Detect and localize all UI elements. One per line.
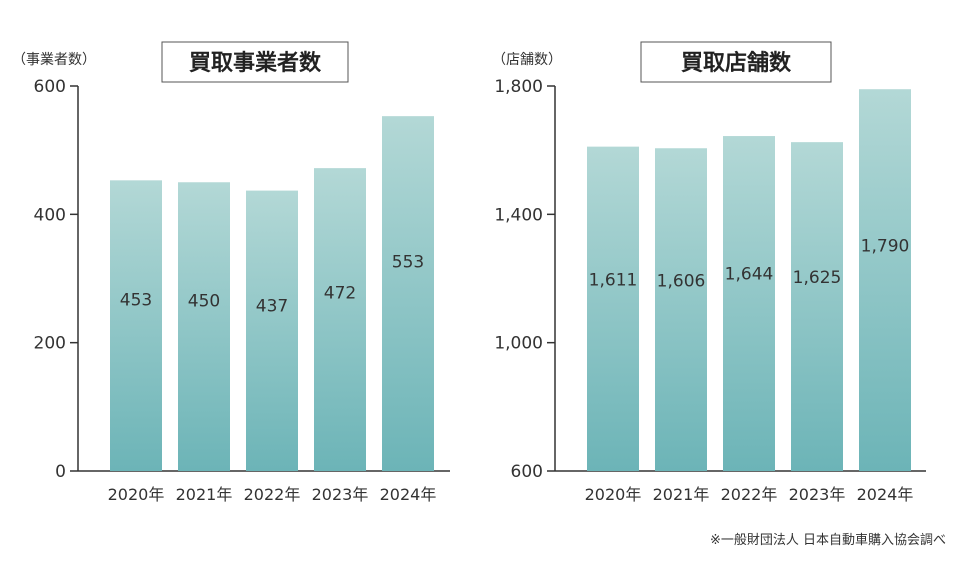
left-y-tick-label: 600 xyxy=(34,77,66,97)
right-chart: （店舗数） 買取店舗数 600 1,000 1,400 1,800 1,611 2020年… xyxy=(492,41,926,504)
right-y-tick-label: 600 xyxy=(511,462,543,482)
left-y-tick-label: 400 xyxy=(34,205,66,225)
left-x-tick-label: 2024年 xyxy=(380,485,437,504)
left-x-tick-label: 2023年 xyxy=(312,485,369,504)
left-chart-title: 買取事業者数 xyxy=(189,50,322,76)
left-bar-2024 xyxy=(382,116,434,472)
left-x-tick-label: 2022年 xyxy=(244,485,301,504)
right-data-label: 1,606 xyxy=(657,272,706,292)
left-bar-2022 xyxy=(246,190,298,471)
right-x-tick-label: 2022年 xyxy=(721,485,778,504)
left-data-label: 472 xyxy=(324,283,356,303)
right-bar-2023 xyxy=(791,142,843,472)
right-x-tick-label: 2021年 xyxy=(653,485,710,504)
left-chart: （事業者数） 買取事業者数 0 200 400 600 453 2020年 450 2021年… xyxy=(12,41,450,504)
right-bar-2024 xyxy=(859,89,911,471)
right-x-tick-label: 2020年 xyxy=(585,485,642,504)
left-data-label: 437 xyxy=(256,297,288,317)
right-x-tick-label: 2023年 xyxy=(789,485,846,504)
left-x-tick-label: 2021年 xyxy=(176,485,233,504)
right-unit-label: （店舗数） xyxy=(492,52,562,68)
right-y-tick-label: 1,800 xyxy=(494,77,543,97)
right-chart-title: 買取店舗数 xyxy=(681,50,792,76)
right-bar-2020 xyxy=(587,146,639,471)
left-y-tick-label: 0 xyxy=(55,462,66,482)
left-y-tick-label: 200 xyxy=(34,334,66,354)
right-title-box xyxy=(640,41,832,83)
right-bar-2021 xyxy=(655,148,707,471)
left-x-tick-label: 2020年 xyxy=(108,485,165,504)
right-x-tick-label: 2024年 xyxy=(857,485,914,504)
left-unit-label: （事業者数） xyxy=(12,52,96,68)
left-title-box xyxy=(161,41,349,83)
left-bar-2020 xyxy=(110,180,162,471)
right-data-label: 1,611 xyxy=(589,271,638,291)
right-data-label: 1,625 xyxy=(793,268,842,288)
left-data-label: 450 xyxy=(188,292,220,312)
left-bar-2023 xyxy=(314,168,366,471)
source-footnote: ※一般財団法人 日本自動車購入協会調べ xyxy=(710,532,946,548)
right-data-label: 1,790 xyxy=(861,237,910,257)
right-y-tick-label: 1,400 xyxy=(494,205,543,225)
left-bar-2021 xyxy=(178,182,230,471)
right-bar-2022 xyxy=(723,136,775,472)
left-data-label: 553 xyxy=(392,253,424,273)
left-data-label: 453 xyxy=(120,291,152,311)
right-y-tick-label: 1,000 xyxy=(494,334,543,354)
right-data-label: 1,644 xyxy=(725,264,774,284)
